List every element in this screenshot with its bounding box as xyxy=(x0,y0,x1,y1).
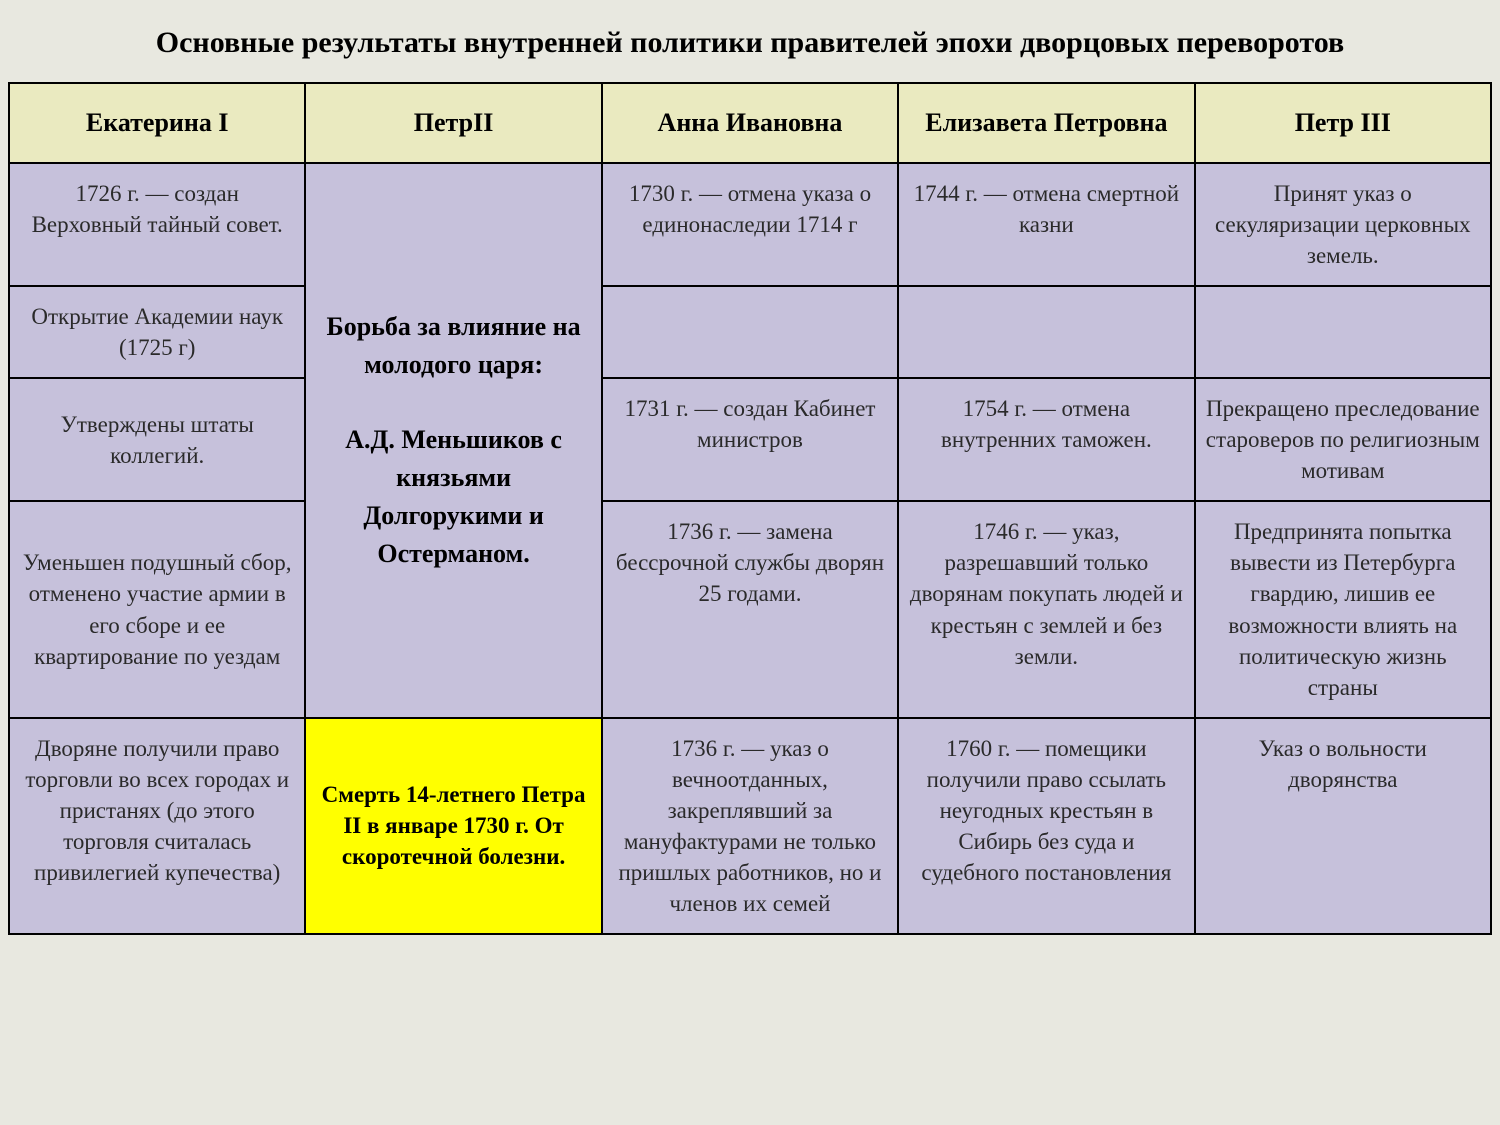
table-container: Основные результаты внутренней политики … xyxy=(0,0,1500,943)
history-table: Екатерина I ПетрII Анна Ивановна Елизаве… xyxy=(8,82,1492,935)
table-row: 1726 г. — создан Верховный тайный совет.… xyxy=(9,163,1491,286)
table-row: Дворяне получили право торговли во всех … xyxy=(9,718,1491,934)
cell-anna-3: 1731 г. — создан Кабинет министров xyxy=(602,378,898,501)
cell-elizaveta-2 xyxy=(898,286,1194,378)
header-elizaveta: Елизавета Петровна xyxy=(898,83,1194,163)
petr2-line1: Борьба за влияние на молодого царя: xyxy=(327,312,581,379)
header-anna: Анна Ивановна xyxy=(602,83,898,163)
table-row: Утверждены штаты коллегий. 1731 г. — соз… xyxy=(9,378,1491,501)
table-row: Уменьшен подушный сбор, отменено участие… xyxy=(9,501,1491,717)
cell-petr2-highlight: Смерть 14-летнего Петра II в январе 1730… xyxy=(305,718,601,934)
cell-petr3-2 xyxy=(1195,286,1491,378)
cell-petr3-1: Принят указ о секуляризации церковных зе… xyxy=(1195,163,1491,286)
cell-elizaveta-3: 1754 г. — отмена внутренних таможен. xyxy=(898,378,1194,501)
cell-elizaveta-5: 1760 г. — помещики получили право ссылат… xyxy=(898,718,1194,934)
cell-anna-4: 1736 г. — замена бессрочной службы дворя… xyxy=(602,501,898,717)
header-petr2: ПетрII xyxy=(305,83,601,163)
cell-ekaterina-4: Уменьшен подушный сбор, отменено участие… xyxy=(9,501,305,717)
cell-petr3-5: Указ о вольности дворянства xyxy=(1195,718,1491,934)
table-header-row: Екатерина I ПетрII Анна Ивановна Елизаве… xyxy=(9,83,1491,163)
cell-petr3-3: Прекращено преследование староверов по р… xyxy=(1195,378,1491,501)
header-ekaterina: Екатерина I xyxy=(9,83,305,163)
cell-anna-2 xyxy=(602,286,898,378)
cell-ekaterina-2: Открытие Академии наук (1725 г) xyxy=(9,286,305,378)
cell-ekaterina-1: 1726 г. — создан Верховный тайный совет. xyxy=(9,163,305,286)
cell-petr2-merged: Борьба за влияние на молодого царя: А.Д.… xyxy=(305,163,601,718)
cell-anna-1: 1730 г. — отмена указа о единонаследии 1… xyxy=(602,163,898,286)
cell-ekaterina-3: Утверждены штаты коллегий. xyxy=(9,378,305,501)
table-row: Открытие Академии наук (1725 г) xyxy=(9,286,1491,378)
page-title: Основные результаты внутренней политики … xyxy=(8,8,1492,82)
cell-petr3-4: Предпринята попытка вывести из Петербург… xyxy=(1195,501,1491,717)
header-petr3: Петр III xyxy=(1195,83,1491,163)
cell-elizaveta-4: 1746 г. — указ, разрешавший только дворя… xyxy=(898,501,1194,717)
petr2-line2: А.Д. Меньшиков с князьями Долгорукими и … xyxy=(345,425,562,567)
cell-ekaterina-5: Дворяне получили право торговли во всех … xyxy=(9,718,305,934)
cell-anna-5: 1736 г. — указ о вечноотданных, закрепля… xyxy=(602,718,898,934)
cell-elizaveta-1: 1744 г. — отмена смертной казни xyxy=(898,163,1194,286)
